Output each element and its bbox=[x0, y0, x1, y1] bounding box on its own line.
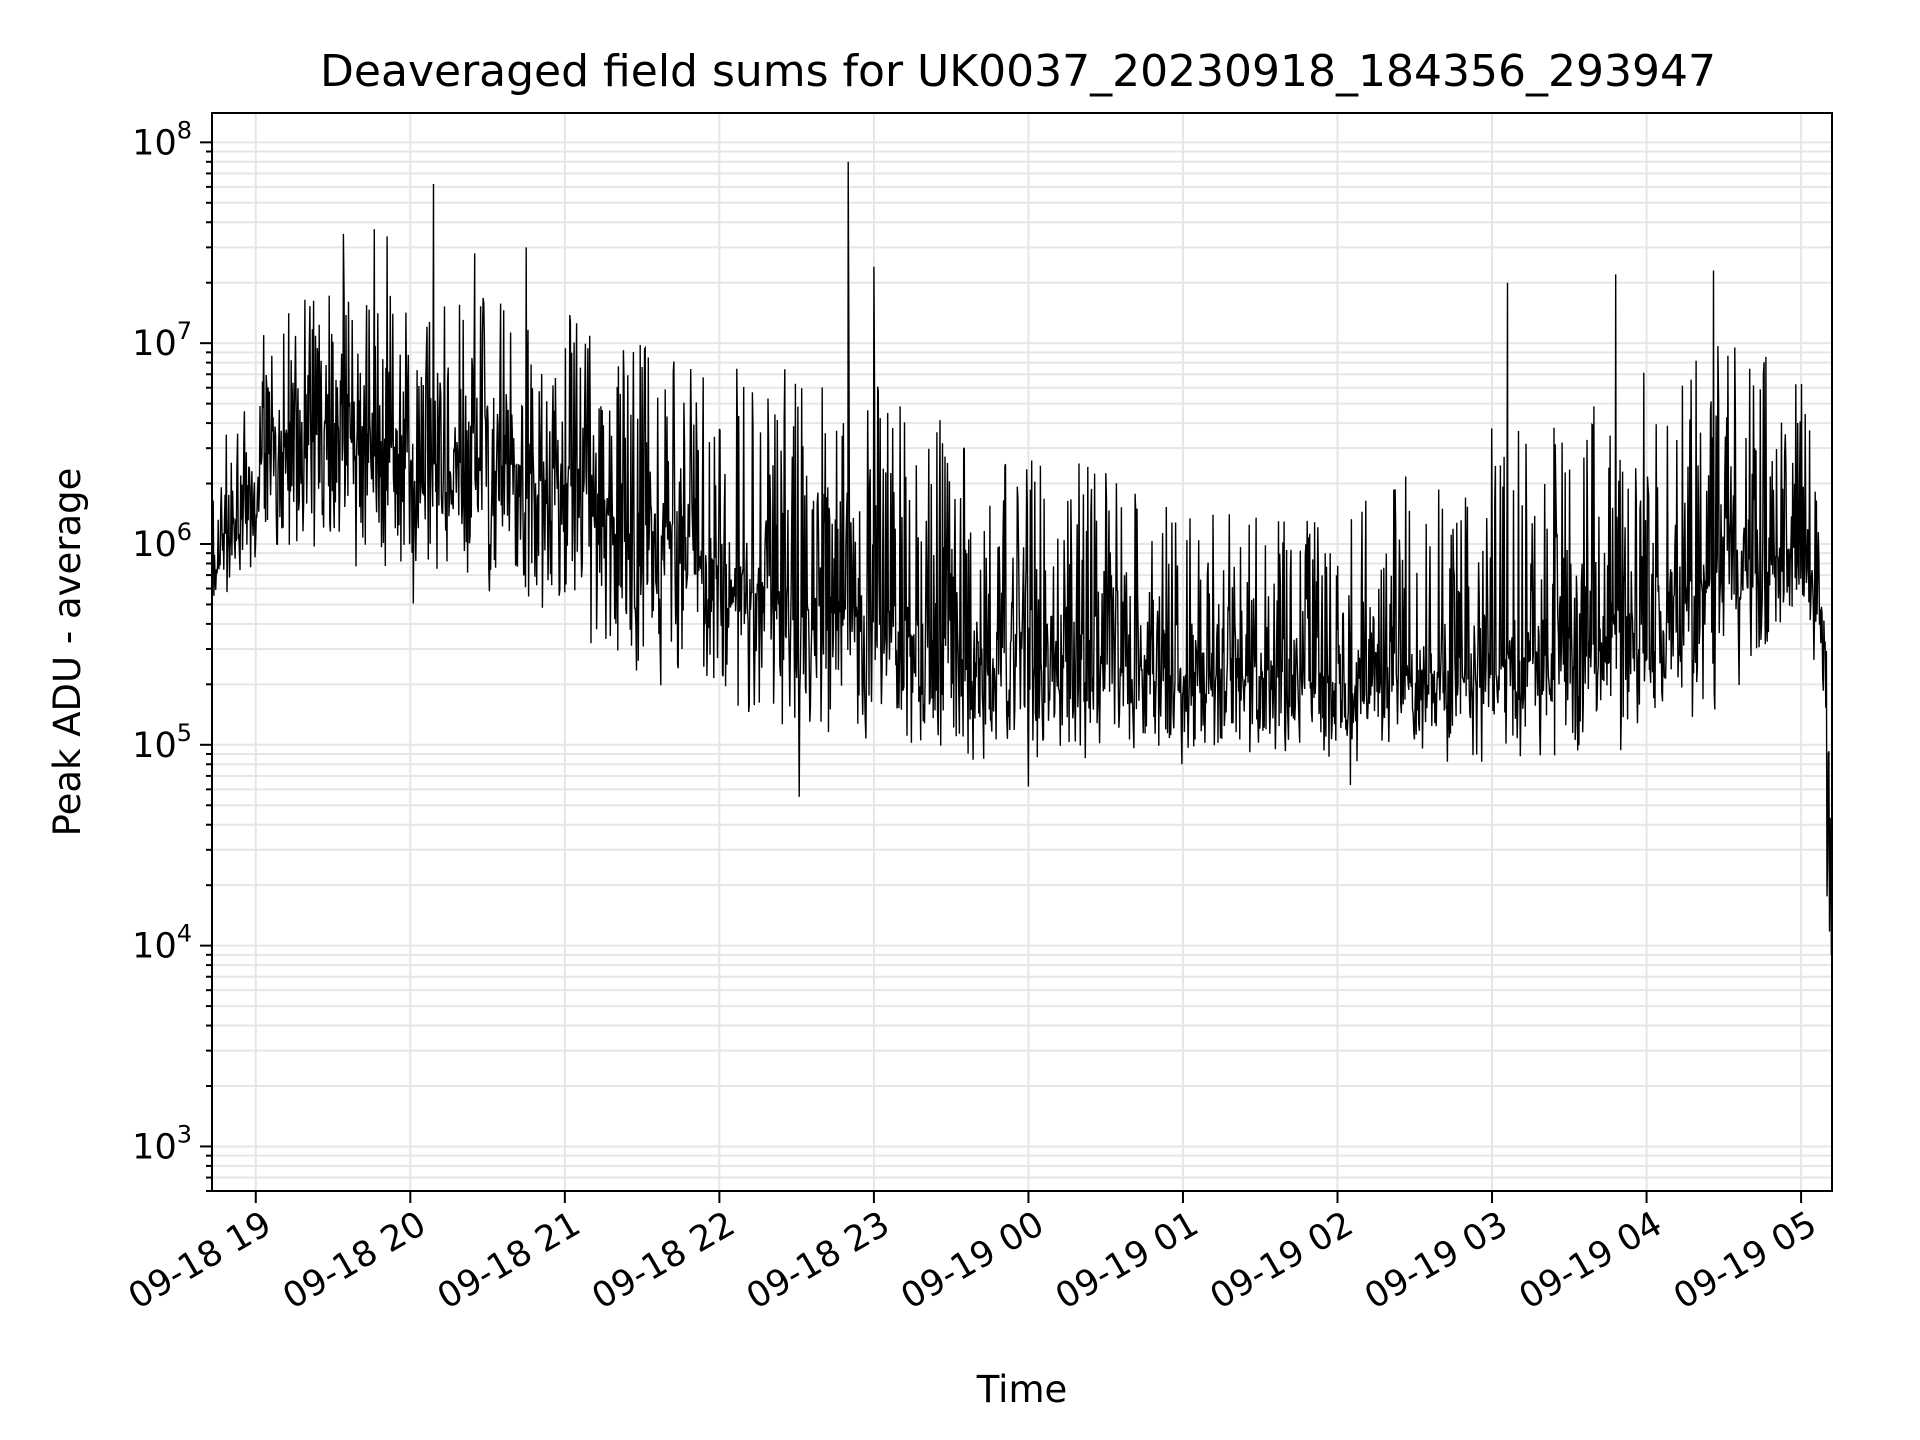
chart-title: Deaveraged field sums for UK0037_2023091… bbox=[320, 46, 1716, 97]
x-axis-label: Time bbox=[976, 1368, 1068, 1411]
series-line-group bbox=[211, 161, 1833, 956]
x-tick-label: 09-19 05 bbox=[1667, 1204, 1823, 1317]
x-tick-label: 09-18 20 bbox=[277, 1204, 433, 1317]
series-line bbox=[211, 161, 1833, 956]
x-tick-label: 09-19 00 bbox=[895, 1204, 1051, 1317]
y-tick-label: 106 bbox=[132, 518, 192, 565]
plot-area-frame bbox=[211, 112, 1833, 1192]
y-tick-label: 104 bbox=[132, 920, 192, 967]
y-tick-label: 107 bbox=[132, 317, 192, 364]
grid-lines bbox=[212, 113, 1832, 1192]
y-tick-label: 105 bbox=[132, 719, 192, 766]
x-tick-label: 09-19 02 bbox=[1204, 1204, 1360, 1317]
x-tick-label: 09-19 04 bbox=[1513, 1204, 1669, 1317]
x-tick-label: 09-18 22 bbox=[586, 1204, 742, 1317]
x-tick-label: 09-19 03 bbox=[1358, 1204, 1514, 1317]
x-tick-label: 09-18 19 bbox=[122, 1204, 278, 1317]
x-tick-label: 09-18 21 bbox=[431, 1204, 587, 1317]
x-tick-label: 09-19 01 bbox=[1049, 1204, 1205, 1317]
y-axis-label: Peak ADU - average bbox=[46, 468, 89, 837]
y-tick-label: 108 bbox=[132, 116, 192, 163]
x-tick-label: 09-18 23 bbox=[740, 1204, 896, 1317]
y-tick-label: 103 bbox=[132, 1120, 192, 1167]
